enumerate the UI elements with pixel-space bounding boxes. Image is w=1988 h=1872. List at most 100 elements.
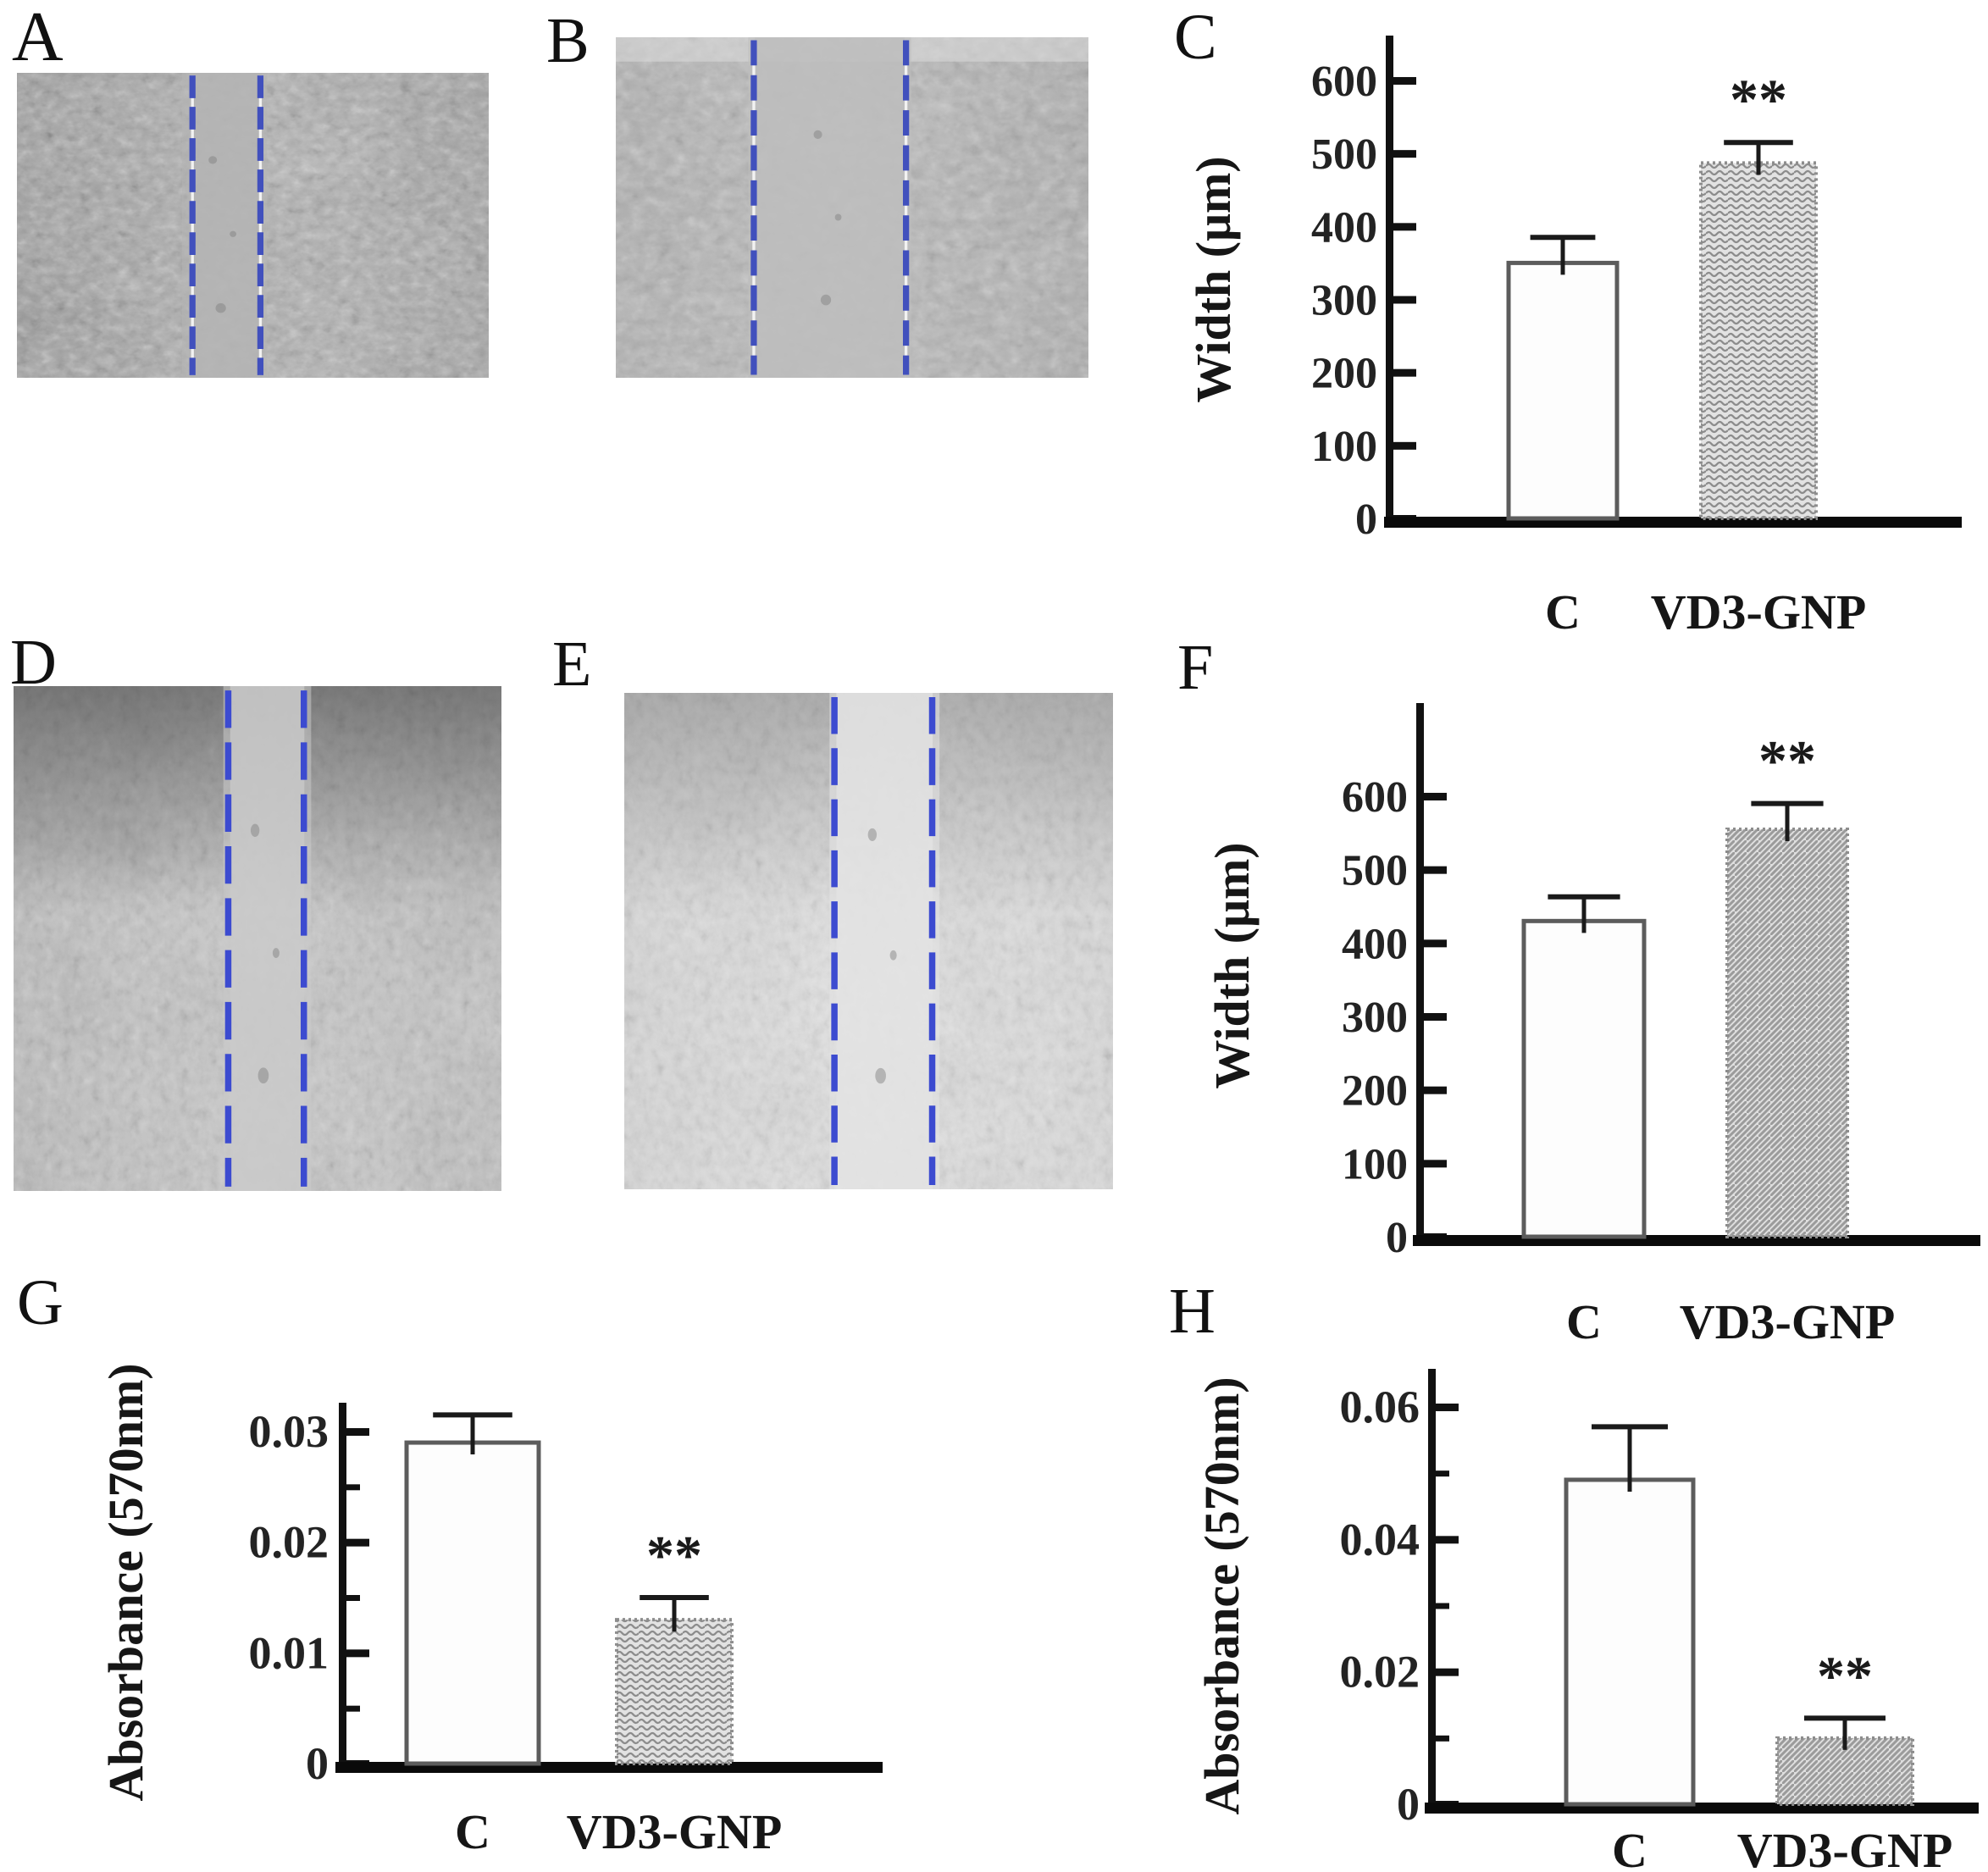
x-category-label: C — [1612, 1823, 1647, 1872]
y-tick-label: 300 — [1311, 276, 1377, 324]
y-tick — [1436, 1668, 1459, 1676]
panel-label-b: B — [546, 5, 590, 76]
x-category-label: VD3-GNP — [1680, 1294, 1896, 1349]
micrograph-image-D — [14, 686, 501, 1191]
panel-label-d: D — [10, 627, 57, 698]
x-category-label: VD3-GNP — [567, 1804, 783, 1859]
panel-label-e: E — [552, 629, 592, 700]
y-tick-label: 0.03 — [249, 1406, 329, 1457]
y-tick — [1424, 866, 1447, 874]
y-tick-label: 100 — [1342, 1140, 1408, 1188]
y-tick-label: 500 — [1342, 847, 1408, 895]
y-tick — [1436, 1403, 1459, 1411]
y-tick-label: 0.02 — [1340, 1647, 1420, 1698]
panel-label-h: H — [1169, 1276, 1216, 1347]
y-tick-label: 0.04 — [1340, 1514, 1420, 1565]
y-axis-line — [1428, 1369, 1436, 1811]
y-axis-line — [1416, 703, 1424, 1243]
x-category-label: VD3-GNP — [1651, 584, 1867, 640]
y-minor-tick — [346, 1705, 360, 1712]
y-tick — [1393, 296, 1416, 304]
y-tick — [346, 1538, 369, 1547]
bar-c — [1564, 1477, 1696, 1807]
x-category-label: C — [1566, 1294, 1602, 1349]
y-tick — [1393, 150, 1416, 158]
bar-chart-panel-c: 0 100 200 300 400 500 600 C ** VD3-GNP Width (μm) — [1177, 0, 1988, 661]
y-tick-label: 500 — [1311, 130, 1377, 179]
x-category-label: C — [1545, 584, 1581, 640]
y-tick — [1436, 1536, 1459, 1544]
y-tick-label: 400 — [1311, 203, 1377, 252]
y-minor-tick — [1436, 1603, 1449, 1609]
x-axis-line — [1413, 1235, 1980, 1246]
y-tick — [1393, 368, 1416, 377]
y-tick-label: 400 — [1342, 920, 1408, 968]
significance-marker: ** — [1730, 67, 1787, 131]
y-tick — [1424, 1012, 1447, 1021]
bar-vd3-gnp — [1699, 161, 1818, 520]
y-tick — [1393, 223, 1416, 231]
micrograph-panel-a — [17, 73, 489, 378]
bar-vd3-gnp — [1725, 827, 1849, 1238]
chart-svg-F: 0 100 200 300 400 500 600 C ** VD3-GNP Width (μm) — [1204, 703, 1980, 1349]
bar-c — [404, 1440, 541, 1766]
y-tick — [1424, 792, 1447, 800]
y-tick — [346, 1649, 369, 1658]
y-minor-tick — [1436, 1470, 1449, 1477]
y-axis-label: Absorbance (570nm) — [1194, 1376, 1249, 1814]
bar-c — [1506, 260, 1620, 521]
panel-label-a: A — [12, 0, 64, 76]
significance-marker: ** — [1758, 728, 1816, 793]
y-tick-label: 600 — [1311, 58, 1377, 106]
significance-marker: ** — [1817, 1645, 1873, 1707]
panel-label-g: G — [17, 1267, 64, 1338]
bar-chart-panel-h: 0 0.02 0.04 0.06 C ** VD3-GNP Absorbance (570nm… — [1177, 1321, 1988, 1872]
x-axis-line — [1384, 517, 1962, 528]
micrograph-image-E — [624, 693, 1113, 1189]
y-tick — [1424, 1160, 1447, 1168]
y-tick-label: 100 — [1311, 423, 1377, 471]
chart-svg-H: 0 0.02 0.04 0.06 C ** VD3-GNP Absorbance (570nm… — [1194, 1369, 1979, 1872]
y-tick — [1393, 441, 1416, 450]
significance-marker: ** — [646, 1525, 702, 1587]
micrograph-panel-e — [624, 693, 1113, 1189]
y-tick-label: 0 — [1397, 1779, 1420, 1830]
chart-svg-G: 0 0.01 0.02 0.03 C ** VD3-GNP Absorbance (570nm… — [98, 1363, 883, 1859]
y-tick-label: 200 — [1311, 350, 1377, 398]
y-axis-line — [339, 1403, 346, 1770]
micrograph-image-A — [17, 73, 489, 378]
y-tick-label: 200 — [1342, 1067, 1408, 1116]
y-minor-tick — [346, 1594, 360, 1601]
x-category-label: C — [455, 1804, 490, 1859]
y-axis-label: Absorbance (570nm) — [98, 1363, 153, 1801]
y-tick-label: 0 — [1355, 496, 1377, 544]
y-tick-label: 600 — [1342, 773, 1408, 822]
chart-svg-C: 0 100 200 300 400 500 600 C ** VD3-GNP Width (μm) — [1186, 36, 1962, 640]
y-tick-label: 0 — [306, 1738, 329, 1789]
y-tick — [1393, 76, 1416, 85]
y-axis-label: Width (μm) — [1186, 156, 1241, 402]
micrograph-panel-d — [14, 686, 501, 1191]
micrograph-image-B — [616, 37, 1088, 378]
y-tick-label: 0.02 — [249, 1517, 329, 1568]
y-tick — [1424, 1086, 1447, 1094]
bar-c — [1521, 918, 1647, 1239]
y-tick-label: 300 — [1342, 994, 1408, 1042]
y-tick-label: 0.01 — [249, 1627, 329, 1678]
y-minor-tick — [346, 1484, 360, 1491]
y-tick-label: 0 — [1386, 1214, 1408, 1262]
y-tick — [346, 1427, 369, 1436]
y-axis-line — [1386, 36, 1393, 525]
bar-vd3-gnp — [615, 1618, 734, 1765]
micrograph-panel-b — [616, 37, 1088, 378]
y-minor-tick — [1436, 1735, 1449, 1742]
x-category-label: VD3-GNP — [1737, 1823, 1953, 1872]
bar-chart-panel-g: 0 0.01 0.02 0.03 C ** VD3-GNP Absorbance (570nm… — [0, 1271, 932, 1872]
y-axis-label: Width (μm) — [1204, 842, 1260, 1088]
panel-label-f: F — [1177, 632, 1214, 703]
bar-chart-panel-f: 0 100 200 300 400 500 600 C ** VD3-GNP Width (μm) — [1177, 627, 1988, 1372]
panel-label-c: C — [1174, 2, 1217, 73]
y-tick — [1424, 939, 1447, 948]
y-tick-label: 0.06 — [1340, 1382, 1420, 1432]
